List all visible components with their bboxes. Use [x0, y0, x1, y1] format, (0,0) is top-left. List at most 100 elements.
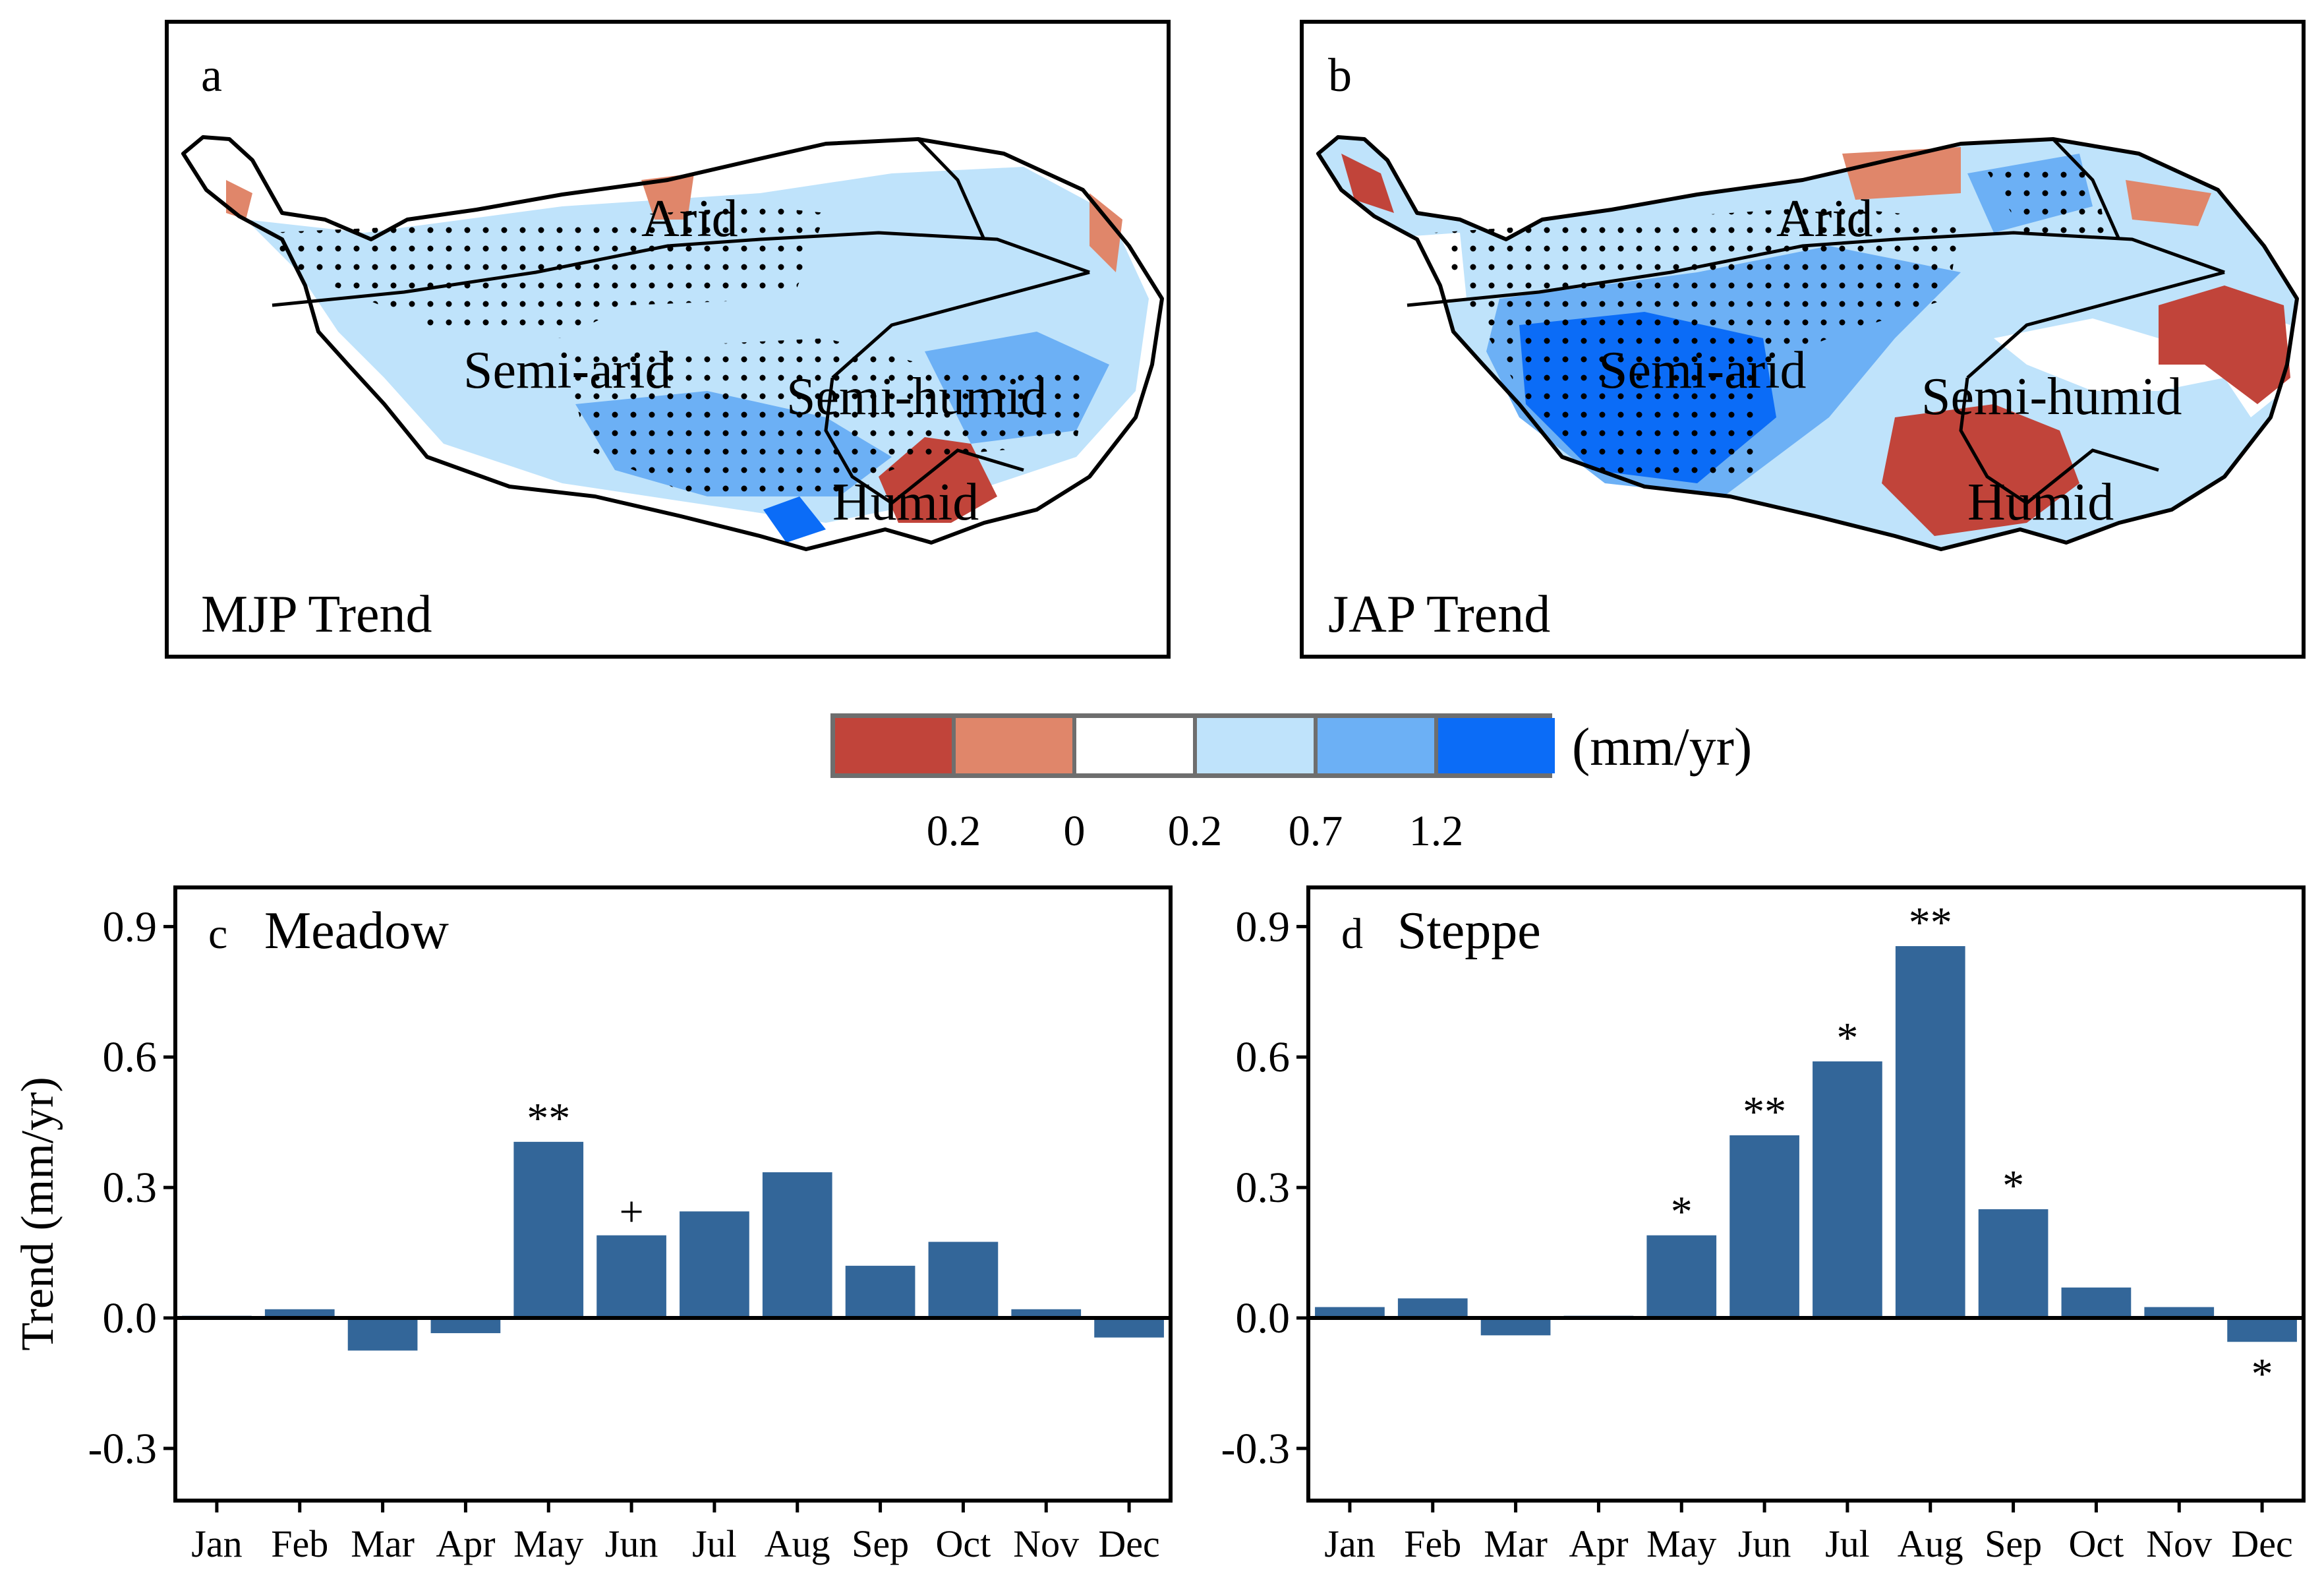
bar-feb — [1397, 1298, 1468, 1318]
significance-stipple-north — [266, 206, 826, 338]
y-tick-label: 0.3 — [103, 1164, 158, 1212]
y-tick-label: 0.9 — [103, 903, 158, 951]
x-tick-label: Dec — [1098, 1522, 1159, 1565]
semihumid-boundary — [1959, 377, 2028, 505]
bar-may — [1646, 1235, 1717, 1318]
panel-title-mjp: MJP Trend — [201, 585, 432, 643]
legend-swatch — [1438, 718, 1555, 773]
region-label-arid: Arid — [641, 190, 738, 248]
x-tick-label: Aug — [1898, 1522, 1963, 1565]
significance-stipple-northeast — [1981, 160, 2106, 239]
bar-sep — [845, 1265, 915, 1318]
significance-marker: ** — [1909, 899, 1952, 947]
orange-area-east — [1089, 193, 1122, 272]
legend-swatch — [956, 718, 1072, 773]
x-tick-label: May — [513, 1522, 583, 1565]
plateau-boundary — [181, 135, 1164, 551]
x-tick-label: Nov — [2146, 1522, 2212, 1565]
chart-title: Steppe — [1397, 902, 1541, 960]
bar-may — [513, 1141, 584, 1318]
y-tick-label: 0.0 — [103, 1294, 158, 1342]
y-tick-label: 0.6 — [1236, 1033, 1291, 1081]
color-legend: (mm/yr) 0.2 0 0.2 0.7 1.2 — [830, 713, 1752, 855]
bar-jun — [596, 1235, 666, 1318]
bar-jul — [1813, 1061, 1882, 1318]
region-label-semihumid: Semi-humid — [786, 368, 1047, 426]
bar-oct — [2061, 1287, 2132, 1318]
legend-swatch — [1197, 718, 1314, 773]
panel-letter: c — [208, 910, 227, 958]
x-tick-label: May — [1646, 1522, 1716, 1565]
legend-label: 1.2 — [1409, 807, 1464, 855]
region-label-semiarid: Semi-arid — [463, 342, 671, 400]
bar-jul — [680, 1211, 749, 1318]
region-label-semihumid: Semi-humid — [1921, 368, 2182, 426]
significance-marker: ** — [527, 1094, 570, 1143]
map-b-content: Arid Semi-arid Semi-humid Humid b JAP Tr… — [1316, 49, 2299, 643]
arid-boundary — [1407, 231, 2225, 307]
orange-area-north — [641, 173, 694, 220]
semiarid-boundary — [1966, 270, 2225, 379]
x-tick-label: Sep — [852, 1522, 909, 1565]
y-tick-label: 0.3 — [1236, 1164, 1291, 1212]
legend-swatch — [835, 718, 952, 773]
region-label-semiarid: Semi-arid — [1598, 342, 1806, 400]
x-tick-label: Nov — [1013, 1522, 1079, 1565]
x-tick-label: Apr — [1569, 1522, 1628, 1565]
x-tick-label: Dec — [2231, 1522, 2292, 1565]
legend-swatch — [1318, 718, 1434, 773]
plateau-boundary — [1316, 135, 2299, 551]
x-tick-label: Feb — [271, 1522, 328, 1565]
region-label-arid: Arid — [1776, 190, 1873, 248]
arid-east-boundary — [2052, 138, 2121, 241]
y-tick-label: -0.3 — [1221, 1425, 1290, 1473]
map-panel-a: Arid Semi-arid Semi-humid Humid a MJP Tr… — [165, 20, 1171, 659]
bar-aug — [1895, 946, 1965, 1318]
bar-jun — [1729, 1135, 1799, 1318]
significance-marker: * — [2251, 1350, 2273, 1398]
y-tick-label: -0.3 — [88, 1425, 157, 1473]
bar-oct — [928, 1241, 999, 1318]
legend-swatch — [1076, 718, 1193, 773]
x-tick-label: Jul — [692, 1522, 737, 1565]
x-tick-label: Oct — [936, 1522, 991, 1565]
region-label-humid: Humid — [1967, 473, 2114, 531]
bar-nov — [1011, 1309, 1082, 1318]
legend-label: 0.2 — [1168, 807, 1223, 855]
bar-apr — [430, 1317, 501, 1334]
x-tick-label: Jun — [605, 1522, 658, 1565]
legend-unit: (mm/yr) — [1572, 717, 1752, 777]
map-panel-b: Arid Semi-arid Semi-humid Humid b JAP Tr… — [1300, 20, 2306, 659]
bar-chart-meadow: -0.3 0.0 0.3 0.6 0.9 Jan Feb Mar Apr May ** Jun + Jul… — [13, 885, 1173, 1565]
significance-marker: * — [2002, 1162, 2024, 1210]
x-tick-label: Sep — [1985, 1522, 2042, 1565]
x-tick-label: Jan — [1324, 1522, 1375, 1565]
significance-marker: + — [619, 1188, 643, 1236]
bar-nov — [2144, 1307, 2215, 1318]
x-tick-label: Jan — [191, 1522, 242, 1565]
humid-boundary — [2025, 448, 2159, 504]
red-area-east — [2159, 285, 2290, 404]
bar-mar — [347, 1317, 418, 1351]
semihumid-boundary — [824, 377, 893, 505]
bar-jan — [1315, 1307, 1385, 1318]
significance-stipple-west — [1434, 206, 1961, 483]
x-tick-label: Jun — [1738, 1522, 1791, 1565]
red-area-south — [1882, 404, 2079, 536]
x-tick-label: Feb — [1404, 1522, 1461, 1565]
x-tick-label: Mar — [351, 1522, 415, 1565]
y-tick-label: 0.0 — [1236, 1294, 1291, 1342]
chart-title: Meadow — [264, 902, 449, 960]
x-tick-label: Mar — [1484, 1522, 1548, 1565]
semiarid-boundary — [831, 270, 1090, 379]
orange-area-north — [1842, 147, 1961, 200]
legend-labels: 0.2 0 0.2 0.7 1.2 — [927, 807, 1464, 855]
x-tick-label: Oct — [2069, 1522, 2124, 1565]
significance-marker: ** — [1743, 1088, 1786, 1136]
bar-feb — [264, 1309, 335, 1318]
legend-label: 0 — [1064, 807, 1086, 855]
white-area-east — [1994, 312, 2290, 417]
humid-boundary — [890, 448, 1024, 504]
significance-marker: * — [1671, 1188, 1693, 1236]
